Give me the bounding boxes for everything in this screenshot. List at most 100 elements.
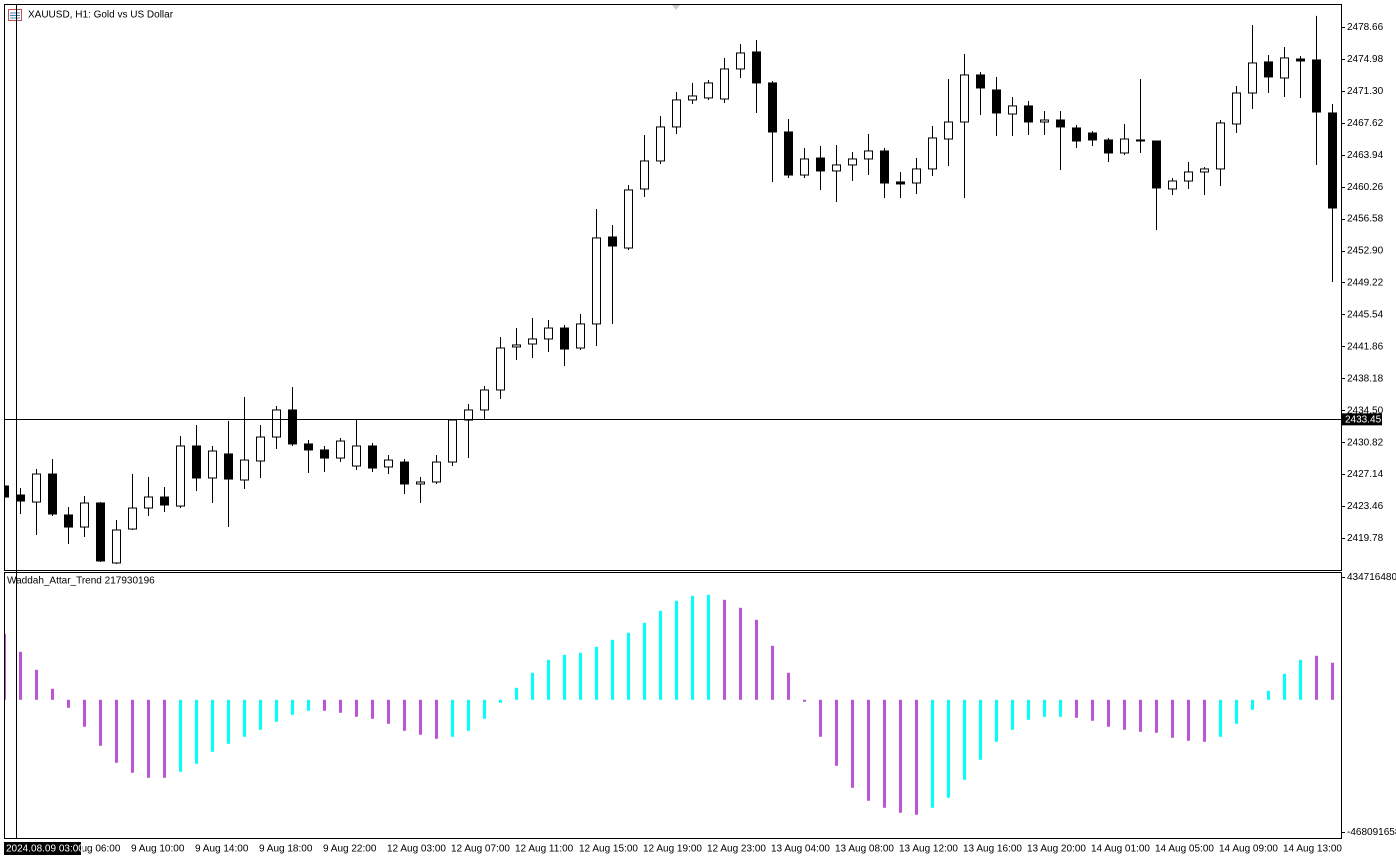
x-tick-label: 13 Aug 16:00: [963, 844, 1022, 855]
y-tick-label: 2430.82: [1347, 437, 1384, 448]
y-tick-label: 2463.94: [1347, 150, 1384, 161]
histogram-bar: [643, 622, 646, 700]
candle-body: [608, 236, 617, 247]
histogram-bar: [739, 607, 742, 700]
histogram-bar: [931, 699, 934, 808]
candle-body: [480, 389, 489, 411]
histogram-bar: [1075, 699, 1078, 718]
x-tick-label: 12 Aug 15:00: [579, 844, 638, 855]
x-tick-label: 9 Aug 10:00: [131, 844, 185, 855]
candle-body: [64, 514, 73, 528]
histogram-bar: [419, 699, 422, 735]
y-tick-label: 434716480: [1347, 572, 1396, 583]
histogram-bar: [771, 645, 774, 700]
candle-body: [560, 327, 569, 350]
histogram-bar: [883, 699, 886, 808]
candle-body: [720, 68, 729, 100]
candle-body: [1072, 127, 1081, 142]
histogram-bar: [291, 699, 294, 715]
histogram-bar: [275, 699, 278, 722]
histogram-bar: [563, 654, 566, 700]
histogram-bar: [707, 594, 710, 700]
histogram-bar: [1123, 699, 1126, 730]
indicator-title: Waddah_Attar_Trend 217930196: [7, 576, 155, 587]
candle-body: [816, 157, 825, 172]
candle-body: [688, 95, 697, 101]
candle-body: [752, 51, 761, 84]
histogram-bar: [1331, 662, 1334, 700]
candle-body: [80, 502, 89, 528]
histogram-bar: [947, 699, 950, 798]
x-tick-label: 9 Aug 06:00: [67, 844, 121, 855]
histogram-bar: [67, 699, 70, 708]
histogram-bar: [659, 610, 662, 700]
indicator-panel-frame: [4, 572, 1342, 839]
candle-body: [1296, 58, 1305, 62]
crosshair-price-label: 2433.45: [1345, 414, 1382, 425]
candle-body: [832, 164, 841, 172]
candle-body: [672, 99, 681, 128]
histogram-bar: [851, 699, 854, 788]
candle-body: [448, 419, 457, 463]
candle-body: [336, 440, 345, 459]
histogram-bar: [979, 699, 982, 760]
histogram-bar: [1107, 699, 1110, 727]
candle-body: [416, 481, 425, 485]
candle-body: [864, 150, 873, 160]
y-tick-label: 2434.50: [1347, 405, 1384, 416]
candle-body: [736, 52, 745, 70]
candle-body: [768, 82, 777, 133]
candle-body: [1152, 140, 1161, 189]
histogram-bar: [1155, 699, 1158, 733]
candle-body: [5, 485, 9, 498]
candle-body: [512, 344, 521, 348]
candle-body: [112, 529, 121, 564]
candle-body: [960, 74, 969, 123]
histogram-bar: [211, 699, 214, 752]
candle-body: [320, 449, 329, 459]
y-tick-label: 2467.62: [1347, 118, 1384, 129]
histogram-bar: [1187, 699, 1190, 741]
candle-body: [1104, 139, 1113, 154]
x-tick-label: 12 Aug 07:00: [451, 844, 510, 855]
histogram-bar: [867, 699, 870, 801]
histogram-bar: [579, 652, 582, 700]
candle-body: [640, 160, 649, 190]
candle-body: [544, 327, 553, 340]
y-tick-label: 2471.30: [1347, 86, 1384, 97]
axes: 2478.66 2474.98 2471.30 2467.62 2463.94 2460.…: [4, 22, 1396, 855]
y-tick-label: 2445.54: [1347, 310, 1384, 321]
crosshair-time-box: [4, 842, 81, 855]
histogram-bar: [179, 699, 182, 772]
histogram-bar: [611, 639, 614, 700]
candle-body: [1216, 122, 1225, 170]
histogram-bar: [483, 699, 486, 719]
candle-body: [32, 473, 41, 503]
histogram-bar: [227, 699, 230, 744]
candle-body: [48, 473, 57, 515]
histogram-bar: [1299, 659, 1302, 700]
candle-body: [1040, 119, 1049, 123]
candle-body: [1008, 105, 1017, 115]
histogram-bar: [1091, 699, 1094, 721]
candle-body: [800, 158, 809, 176]
histogram-bar: [499, 699, 502, 703]
x-tick-label: 13 Aug 20:00: [1027, 844, 1086, 855]
x-tick-label: 12 Aug 19:00: [643, 844, 702, 855]
candle-body: [208, 450, 217, 479]
symbol-icon: [8, 9, 22, 21]
x-tick-label: 14 Aug 09:00: [1219, 844, 1278, 855]
x-tick-label: 9 Aug 18:00: [259, 844, 313, 855]
y-tick-label: 2456.58: [1347, 214, 1384, 225]
y-tick-label: 2452.90: [1347, 246, 1384, 257]
histogram-bar: [1251, 699, 1254, 710]
histogram-bar: [195, 699, 198, 764]
histogram-bar: [1011, 699, 1014, 730]
histogram-bar: [627, 632, 630, 700]
histogram-bar: [547, 659, 550, 700]
candle-body: [304, 443, 313, 451]
chart-title: XAUUSD, H1: Gold vs US Dollar: [28, 10, 174, 21]
histogram-bar: [1219, 699, 1222, 737]
histogram-bar: [803, 699, 806, 702]
